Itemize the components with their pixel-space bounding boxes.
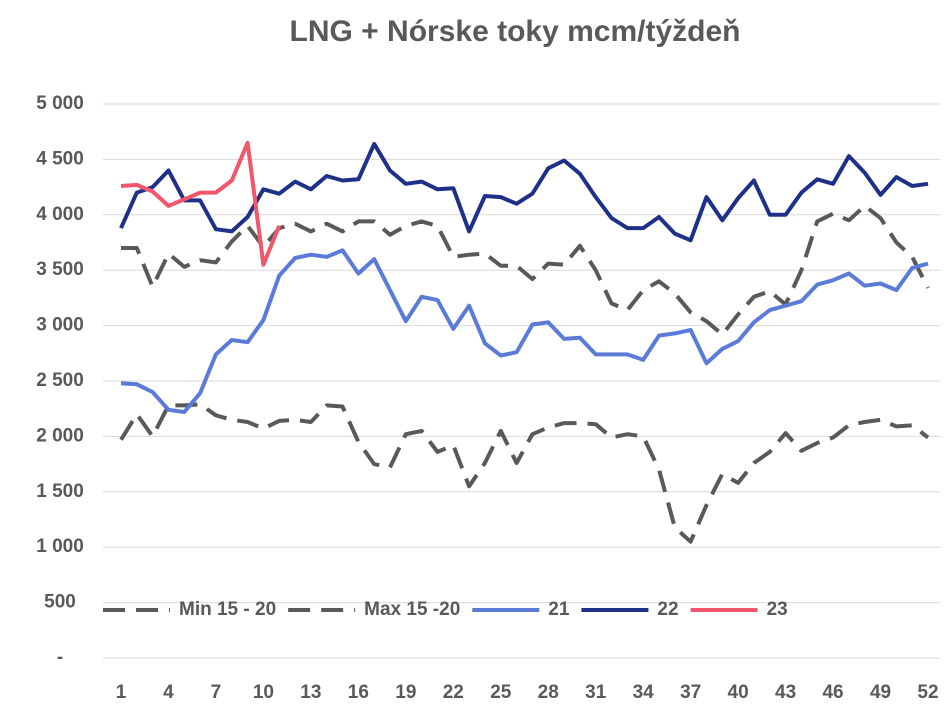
x-tick-label: 40 [728, 682, 749, 703]
legend-label: 21 [548, 599, 570, 620]
x-tick-label: 34 [633, 682, 655, 703]
legend-label: 23 [767, 599, 788, 620]
x-tick-label: 25 [490, 682, 512, 703]
x-tick-label: 46 [822, 682, 843, 703]
y-tick-label: 1 000 [36, 536, 84, 557]
y-tick-label: 5 000 [36, 93, 84, 114]
x-tick-label: 43 [775, 682, 796, 703]
y-tick-label: 2 500 [36, 370, 84, 391]
x-tick-label: 13 [300, 682, 321, 703]
x-tick-label: 1 [116, 682, 127, 703]
x-tick-label: 52 [917, 682, 938, 703]
x-tick-label: 4 [163, 682, 174, 703]
x-tick-label: 16 [348, 682, 369, 703]
x-tick-label: 7 [211, 682, 222, 703]
y-tick-label: - [57, 647, 63, 668]
y-tick-label: 2 000 [36, 425, 84, 446]
series-line [120, 248, 929, 414]
chart-title: LNG + Nórske toky mcm/týždeň [290, 15, 741, 48]
x-tick-label: 19 [395, 682, 416, 703]
y-tick-label: 4 500 [36, 148, 84, 169]
y-tick-label: 4 000 [36, 204, 84, 225]
y-tick-label: 3 000 [36, 315, 84, 336]
y-tick-label: 500 [44, 592, 76, 613]
y-tick-label: 1 500 [36, 481, 84, 502]
legend-label: Min 15 - 20 [179, 599, 276, 620]
x-tick-label: 22 [443, 682, 464, 703]
series-line [119, 402, 930, 544]
series-line [120, 140, 282, 267]
series-line [121, 203, 930, 337]
x-tick-label: 49 [870, 682, 891, 703]
x-tick-label: 28 [538, 682, 559, 703]
y-tick-label: 3 500 [36, 259, 84, 280]
x-tick-label: 37 [680, 682, 701, 703]
x-tick-label: 31 [585, 682, 607, 703]
x-tick-label: 10 [253, 682, 274, 703]
legend-label: 22 [657, 599, 678, 620]
legend-label: Max 15 -20 [364, 599, 460, 620]
